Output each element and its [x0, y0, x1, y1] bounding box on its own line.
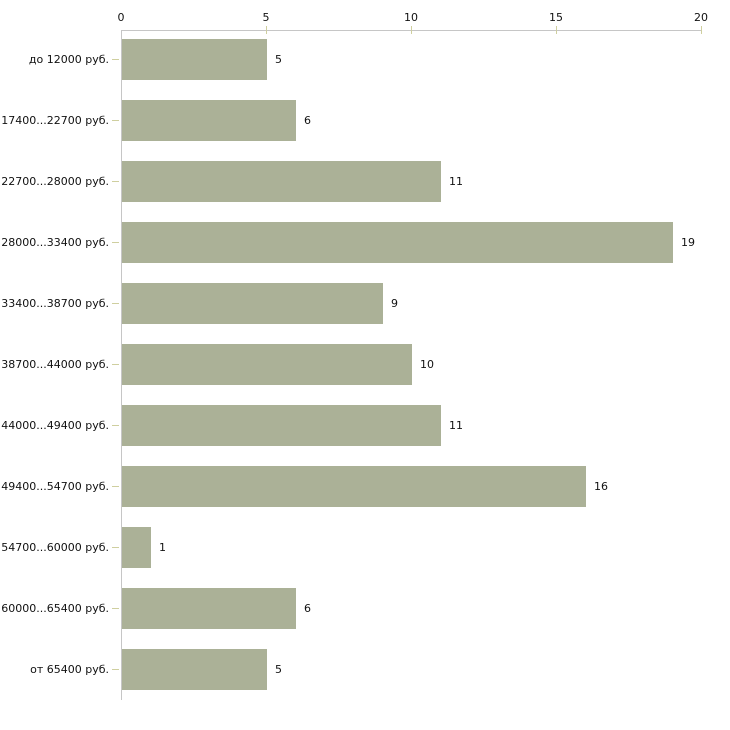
- bar: [122, 344, 412, 385]
- bar-row: 22700...28000 руб. 11: [0, 161, 730, 202]
- x-axis-tick-mark: [411, 26, 412, 34]
- bar-row: 33400...38700 руб. 9: [0, 283, 730, 324]
- x-axis-tick-mark: [701, 26, 702, 34]
- bar-row: 38700...44000 руб. 10: [0, 344, 730, 385]
- category-label: до 12000 руб.: [28, 53, 109, 66]
- bar-row: 28000...33400 руб. 19: [0, 222, 730, 263]
- bar: [122, 588, 296, 629]
- category-label: 38700...44000 руб.: [1, 358, 109, 371]
- category-tick-mark: [112, 669, 119, 670]
- value-label: 9: [391, 297, 398, 310]
- category-tick-mark: [112, 486, 119, 487]
- x-axis-tick-mark: [266, 26, 267, 34]
- value-label: 6: [304, 602, 311, 615]
- category-label: от 65400 руб.: [30, 663, 109, 676]
- bar: [122, 161, 441, 202]
- category-tick-mark: [112, 181, 119, 182]
- value-label: 19: [681, 236, 695, 249]
- bar-row: 54700...60000 руб. 1: [0, 527, 730, 568]
- bar: [122, 222, 673, 263]
- category-label: 28000...33400 руб.: [1, 236, 109, 249]
- bar-row: 49400...54700 руб. 16: [0, 466, 730, 507]
- x-axis-tick-label: 0: [117, 11, 125, 24]
- bar: [122, 405, 441, 446]
- category-tick-mark: [112, 547, 119, 548]
- value-label: 5: [275, 663, 282, 676]
- value-label: 10: [420, 358, 434, 371]
- category-tick-mark: [112, 425, 119, 426]
- bar-row: от 65400 руб. 5: [0, 649, 730, 690]
- category-tick-mark: [112, 120, 119, 121]
- value-label: 16: [594, 480, 608, 493]
- bar: [122, 39, 267, 80]
- x-axis-tick-mark: [556, 26, 557, 34]
- bar: [122, 466, 586, 507]
- value-label: 11: [449, 175, 463, 188]
- bar-row: 60000...65400 руб. 6: [0, 588, 730, 629]
- x-axis-tick-label: 15: [549, 11, 563, 24]
- bar: [122, 100, 296, 141]
- category-tick-mark: [112, 303, 119, 304]
- category-tick-mark: [112, 364, 119, 365]
- category-tick-mark: [112, 242, 119, 243]
- category-label: 33400...38700 руб.: [1, 297, 109, 310]
- category-tick-mark: [112, 59, 119, 60]
- value-label: 6: [304, 114, 311, 127]
- category-label: 49400...54700 руб.: [1, 480, 109, 493]
- bar-row: до 12000 руб. 5: [0, 39, 730, 80]
- category-label: 60000...65400 руб.: [1, 602, 109, 615]
- y-axis-line: [121, 30, 122, 700]
- category-label: 17400...22700 руб.: [1, 114, 109, 127]
- category-tick-mark: [112, 608, 119, 609]
- x-axis-tick-label: 10: [404, 11, 418, 24]
- value-label: 5: [275, 53, 282, 66]
- bar: [122, 649, 267, 690]
- bar: [122, 283, 383, 324]
- bar: [122, 527, 151, 568]
- x-axis-tick-label: 20: [694, 11, 708, 24]
- value-label: 1: [159, 541, 166, 554]
- x-axis-tick-label: 5: [262, 11, 270, 24]
- bar-row: 44000...49400 руб. 11: [0, 405, 730, 446]
- category-label: 44000...49400 руб.: [1, 419, 109, 432]
- category-label: 54700...60000 руб.: [1, 541, 109, 554]
- bar-row: 17400...22700 руб. 6: [0, 100, 730, 141]
- value-label: 11: [449, 419, 463, 432]
- category-label: 22700...28000 руб.: [1, 175, 109, 188]
